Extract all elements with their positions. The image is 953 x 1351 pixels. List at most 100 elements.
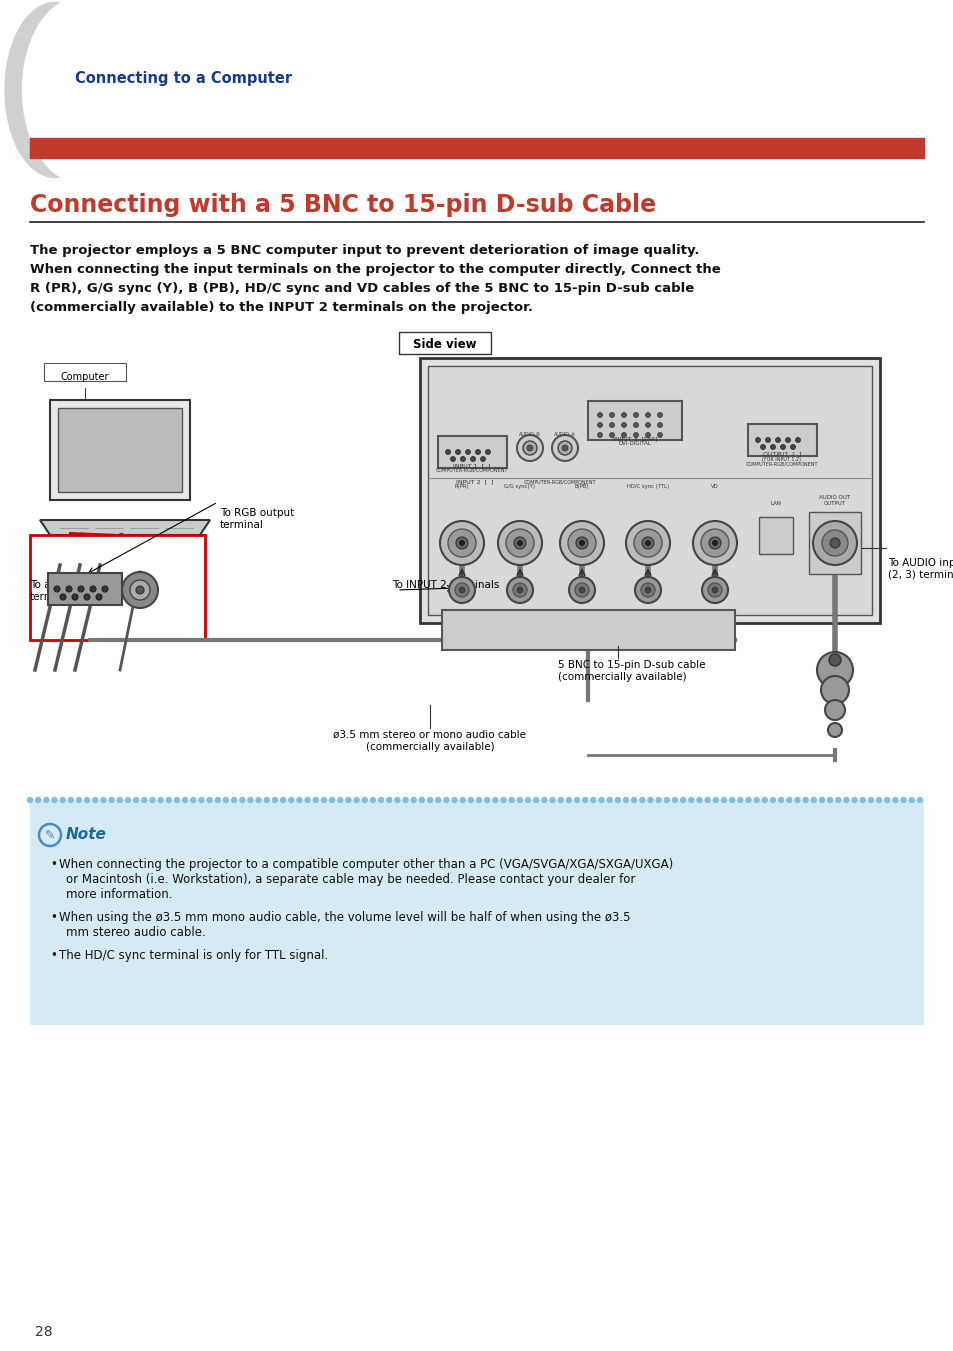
Circle shape xyxy=(395,797,399,802)
Circle shape xyxy=(558,440,572,455)
FancyBboxPatch shape xyxy=(808,512,861,574)
Circle shape xyxy=(812,521,856,565)
Circle shape xyxy=(644,586,650,593)
Circle shape xyxy=(362,797,367,802)
Circle shape xyxy=(509,797,514,802)
Circle shape xyxy=(513,584,526,597)
Text: G/G sync(Y): G/G sync(Y) xyxy=(504,484,535,489)
Circle shape xyxy=(860,797,864,802)
Circle shape xyxy=(60,594,66,600)
Circle shape xyxy=(598,797,603,802)
Circle shape xyxy=(578,586,584,593)
Circle shape xyxy=(609,432,614,438)
Text: more information.: more information. xyxy=(66,888,172,901)
Text: COMPUTER-RGB/COMPONENT: COMPUTER-RGB/COMPONENT xyxy=(436,467,508,473)
Circle shape xyxy=(790,444,795,450)
Circle shape xyxy=(755,438,760,443)
Circle shape xyxy=(480,457,485,462)
Circle shape xyxy=(835,797,840,802)
Circle shape xyxy=(786,797,791,802)
Circle shape xyxy=(590,797,596,802)
Circle shape xyxy=(337,797,342,802)
Circle shape xyxy=(883,797,889,802)
Circle shape xyxy=(688,797,693,802)
Circle shape xyxy=(280,797,285,802)
Text: VD: VD xyxy=(710,484,718,489)
Circle shape xyxy=(436,797,440,802)
Circle shape xyxy=(824,700,844,720)
Circle shape xyxy=(620,423,626,427)
Circle shape xyxy=(191,797,195,802)
Text: 28: 28 xyxy=(35,1325,52,1339)
Text: When connecting the projector to a compatible computer other than a PC (VGA/SVGA: When connecting the projector to a compa… xyxy=(59,858,673,871)
Circle shape xyxy=(802,797,807,802)
FancyBboxPatch shape xyxy=(58,408,182,492)
Circle shape xyxy=(102,586,108,592)
Circle shape xyxy=(455,450,460,454)
Circle shape xyxy=(517,435,542,461)
Circle shape xyxy=(631,797,636,802)
Text: •: • xyxy=(50,858,57,871)
Circle shape xyxy=(386,797,392,802)
Circle shape xyxy=(737,797,742,802)
Circle shape xyxy=(827,723,841,738)
Text: or Macintosh (i.e. Workstation), a separate cable may be needed. Please contact : or Macintosh (i.e. Workstation), a separ… xyxy=(66,873,635,886)
FancyBboxPatch shape xyxy=(44,363,126,381)
Text: B(PB): B(PB) xyxy=(574,484,589,489)
Text: COMPUTER-RGB/COMPONENT: COMPUTER-RGB/COMPONENT xyxy=(523,480,596,484)
Circle shape xyxy=(635,577,660,603)
FancyBboxPatch shape xyxy=(587,401,681,440)
Text: INPUT 3  [DVI]: INPUT 3 [DVI] xyxy=(612,436,657,440)
Circle shape xyxy=(329,797,335,802)
Bar xyxy=(30,138,923,158)
FancyBboxPatch shape xyxy=(428,366,871,615)
Circle shape xyxy=(633,423,638,427)
Text: ✎: ✎ xyxy=(45,828,55,842)
Circle shape xyxy=(775,438,780,443)
Circle shape xyxy=(142,797,147,802)
Circle shape xyxy=(701,577,727,603)
Circle shape xyxy=(525,797,530,802)
Circle shape xyxy=(215,797,220,802)
Circle shape xyxy=(126,797,131,802)
Circle shape xyxy=(150,797,154,802)
FancyBboxPatch shape xyxy=(398,332,491,354)
Circle shape xyxy=(679,797,685,802)
Circle shape xyxy=(133,797,138,802)
Circle shape xyxy=(450,457,455,462)
Circle shape xyxy=(354,797,358,802)
Circle shape xyxy=(96,594,102,600)
Circle shape xyxy=(207,797,212,802)
Circle shape xyxy=(821,530,847,557)
Text: AUDIO-②: AUDIO-② xyxy=(554,432,576,436)
Text: Side view: Side view xyxy=(413,338,476,351)
Circle shape xyxy=(672,797,677,802)
Circle shape xyxy=(819,797,823,802)
Circle shape xyxy=(795,438,800,443)
Circle shape xyxy=(708,536,720,549)
Circle shape xyxy=(427,797,432,802)
Circle shape xyxy=(321,797,326,802)
FancyBboxPatch shape xyxy=(48,573,122,605)
Circle shape xyxy=(711,586,718,593)
FancyBboxPatch shape xyxy=(419,358,879,623)
Circle shape xyxy=(704,797,709,802)
Circle shape xyxy=(76,797,81,802)
Text: ø3.5 mm stereo or mono audio cable
(commercially available): ø3.5 mm stereo or mono audio cable (comm… xyxy=(334,730,526,751)
Circle shape xyxy=(517,586,522,593)
Circle shape xyxy=(770,797,775,802)
Circle shape xyxy=(720,797,726,802)
Circle shape xyxy=(122,571,158,608)
Circle shape xyxy=(623,797,628,802)
Circle shape xyxy=(760,444,764,450)
Circle shape xyxy=(468,797,473,802)
Text: INPUT 1  [  ]: INPUT 1 [ ] xyxy=(453,463,490,467)
Circle shape xyxy=(821,676,848,704)
Circle shape xyxy=(522,440,537,455)
Circle shape xyxy=(476,797,481,802)
Circle shape xyxy=(597,432,602,438)
Text: To AUDIO input
(2, 3) terminal: To AUDIO input (2, 3) terminal xyxy=(887,558,953,580)
Circle shape xyxy=(829,538,840,549)
Text: 5 BNC to 15-pin D-sub cable
(commercially available): 5 BNC to 15-pin D-sub cable (commerciall… xyxy=(558,661,705,682)
Text: LAN: LAN xyxy=(770,501,781,507)
